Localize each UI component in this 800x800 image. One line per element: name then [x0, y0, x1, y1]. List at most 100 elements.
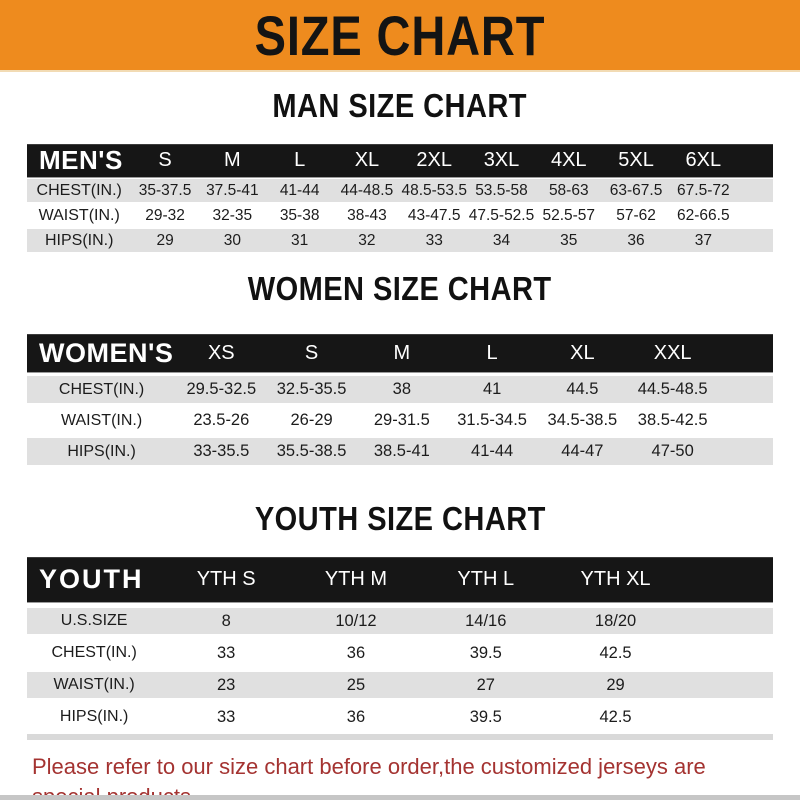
- row-label: WAIST(IN.): [38, 206, 120, 224]
- size-value: 23.5-26: [193, 411, 250, 429]
- table-row: CHEST(IN.) 29.5-32.5 32.5-35.5 38 41 44.5 44.5…: [27, 376, 773, 403]
- size-chart-banner: SIZE CHART: [0, 0, 800, 72]
- size-value: 29: [606, 675, 625, 694]
- column-header: YTH XL: [580, 568, 651, 590]
- size-value: 63-67.5: [609, 181, 663, 199]
- women-section-heading-text: WOMEN SIZE CHART: [248, 270, 552, 307]
- size-value: 29: [156, 231, 174, 249]
- column-header: YTH L: [457, 568, 515, 590]
- table-row: HIPS(IN.) 33 36 39.5 42.5: [27, 704, 773, 730]
- header-spacer: [680, 557, 770, 602]
- size-value: 14/16: [465, 611, 507, 630]
- table-body: U.S.SIZE 8 10/12 14/16 18/20 CHEST(IN.) 33 36 39…: [27, 608, 773, 730]
- row-label: CHEST(IN.): [51, 644, 137, 661]
- table-header-row: YOUTH YTH S YTH M YTH L YTH XL: [27, 557, 773, 602]
- youth-size-table: YOUTH YTH S YTH M YTH L YTH XL U.S.SIZE 8 10/1…: [27, 557, 773, 730]
- size-value: 10/12: [335, 611, 377, 630]
- column-header: 2XL: [416, 149, 452, 171]
- row-spacer: [718, 407, 770, 434]
- men-section-heading: MAN SIZE CHART: [0, 88, 800, 128]
- size-value: 36: [346, 643, 366, 662]
- size-value: 34: [492, 231, 511, 249]
- table-row: WAIST(IN.) 23 25 27 29: [27, 672, 773, 698]
- size-value: 33: [425, 231, 443, 249]
- column-header: 5XL: [618, 149, 654, 171]
- column-header: M: [224, 149, 241, 171]
- size-value: 23: [216, 675, 236, 694]
- header-spacer: [737, 144, 772, 177]
- row-label: WAIST(IN.): [53, 676, 135, 693]
- size-value: 47-50: [651, 442, 694, 460]
- youth-section-heading-text: YOUTH SIZE CHART: [254, 500, 546, 537]
- size-value: 57-62: [616, 206, 656, 224]
- size-value: 26-29: [290, 411, 333, 429]
- size-value: 29.5-32.5: [186, 380, 257, 398]
- column-header: L: [294, 149, 306, 171]
- size-value: 52.5-57: [542, 206, 596, 224]
- size-value: 8: [221, 611, 231, 630]
- row-spacer: [718, 376, 770, 403]
- column-header: 6XL: [685, 149, 722, 171]
- table-header-row: MEN'S S M L XL 2XL 3XL 4XL 5XL 6XL: [27, 144, 773, 177]
- table-row: CHEST(IN.) 33 36 39.5 42.5: [27, 640, 773, 666]
- size-value: 32.5-35.5: [276, 380, 347, 398]
- row-spacer: [737, 229, 772, 252]
- women-size-table: WOMEN'S XS S M L XL XXL CHEST(IN.) 29.5-32.5 32.…: [27, 334, 773, 465]
- size-value: 36: [346, 707, 366, 726]
- size-value: 35-38: [279, 206, 320, 224]
- size-value: 35-37.5: [138, 181, 192, 199]
- column-header: S: [158, 149, 172, 171]
- table-row: WAIST(IN.) 29-32 32-35 35-38 38-43 43-47.5 47.…: [27, 204, 773, 227]
- size-value: 38: [392, 380, 412, 398]
- table-body: CHEST(IN.) 35-37.5 37.5-41 41-44 44-48.5 48.5…: [27, 179, 773, 252]
- row-spacer: [718, 438, 770, 465]
- column-header: L: [486, 341, 498, 364]
- size-value: 62-66.5: [677, 206, 730, 224]
- column-header: 4XL: [550, 149, 587, 171]
- row-label: CHEST(IN.): [36, 181, 122, 199]
- size-value: 18/20: [594, 611, 637, 630]
- table-header-label: YOUTH: [39, 564, 144, 594]
- column-header: M: [393, 341, 411, 364]
- table-body: CHEST(IN.) 29.5-32.5 32.5-35.5 38 41 44.5 44.5…: [27, 376, 773, 465]
- size-value: 29-31.5: [373, 411, 430, 429]
- bottom-edge-strip: [0, 795, 800, 800]
- header-spacer: [718, 334, 770, 372]
- table-bottom-strip: [27, 734, 773, 740]
- column-header: XL: [570, 341, 595, 364]
- footer-note: Please refer to our size chart before or…: [0, 752, 800, 800]
- table-header-row: WOMEN'S XS S M L XL XXL: [27, 334, 773, 372]
- table-header-label: MEN'S: [39, 145, 123, 175]
- size-value: 41-44: [471, 442, 514, 460]
- size-value: 36: [627, 231, 645, 249]
- row-label: HIPS(IN.): [67, 442, 136, 460]
- size-value: 41: [482, 380, 502, 398]
- column-header: YTH S: [196, 568, 256, 590]
- size-value: 34.5-38.5: [547, 411, 618, 429]
- size-value: 32-35: [212, 206, 253, 224]
- row-label: HIPS(IN.): [59, 708, 129, 725]
- size-value: 33-35.5: [193, 442, 250, 460]
- row-spacer: [680, 608, 770, 634]
- size-value: 39.5: [469, 707, 502, 726]
- size-value: 37: [694, 231, 712, 249]
- size-value: 39.5: [469, 643, 502, 662]
- column-header: S: [304, 341, 319, 364]
- size-value: 44.5: [566, 380, 599, 398]
- row-spacer: [737, 204, 772, 227]
- size-value: 30: [223, 231, 241, 249]
- size-value: 33: [216, 707, 236, 726]
- size-value: 32: [358, 231, 376, 249]
- size-value: 35: [560, 231, 578, 249]
- row-label: WAIST(IN.): [61, 411, 143, 429]
- size-value: 38.5-42.5: [637, 411, 708, 429]
- table-header-label: WOMEN'S: [39, 337, 174, 368]
- row-spacer: [737, 179, 772, 202]
- size-value: 29-32: [145, 206, 185, 224]
- size-value: 37.5-41: [206, 181, 259, 199]
- size-value: 33: [216, 643, 236, 662]
- footer-note-line1: Please refer to our size chart before or…: [32, 754, 706, 800]
- size-value: 48.5-53.5: [401, 181, 467, 199]
- row-spacer: [680, 672, 770, 698]
